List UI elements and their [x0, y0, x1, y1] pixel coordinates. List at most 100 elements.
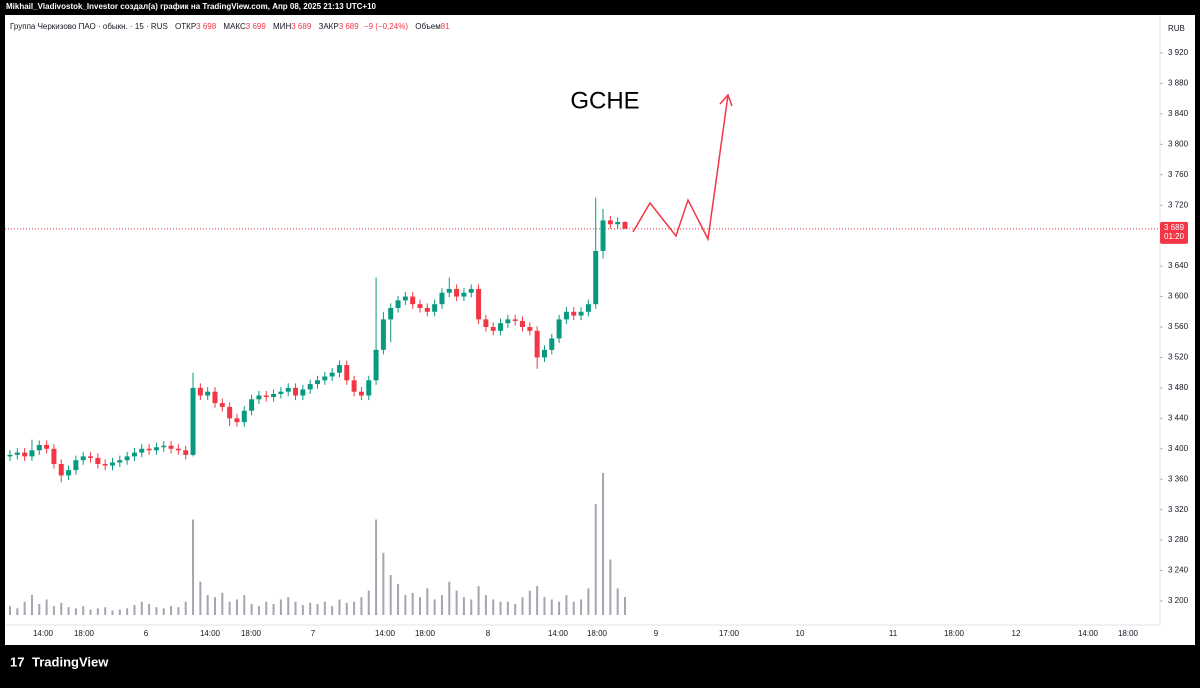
candle-body	[388, 307, 394, 320]
y-tick-label: 3 800	[1168, 139, 1189, 148]
tv-logo: 17 TradingView	[10, 654, 109, 669]
volume-bar	[536, 586, 539, 615]
y-tick-label: 3 440	[1168, 413, 1189, 422]
x-tick-label: 11	[889, 629, 898, 638]
volume-bar	[382, 552, 385, 615]
volume-bar	[397, 583, 400, 615]
volume-bar	[38, 603, 41, 615]
legend-change: −9 (−0,24%)	[364, 22, 408, 31]
volume-bar	[360, 597, 363, 615]
candle-body	[307, 384, 313, 390]
volume-bar	[214, 597, 216, 615]
y-tick-label: 3 760	[1168, 170, 1189, 179]
candle-body	[571, 311, 577, 316]
candle-body	[344, 365, 350, 381]
candle-body	[58, 464, 64, 476]
x-tick-label: 12	[1012, 629, 1021, 638]
drawing-arrow	[632, 93, 733, 242]
candle-body	[278, 391, 284, 394]
x-tick-label: 18:00	[241, 629, 262, 638]
legend-value: 81	[441, 22, 450, 31]
x-tick-label: 10	[796, 629, 805, 638]
volume-bar	[243, 595, 246, 615]
volume-bar	[470, 599, 473, 615]
volume-bar	[367, 590, 370, 615]
x-tick-label: 18:00	[415, 629, 436, 638]
volume-bar	[279, 599, 282, 615]
volume-bar	[550, 599, 553, 615]
volume-bar	[162, 608, 165, 615]
volume-bar	[104, 607, 107, 615]
candle-body	[256, 395, 262, 400]
volume-bar	[389, 575, 392, 615]
volume-bar	[177, 607, 180, 615]
volume-bar	[206, 595, 209, 615]
candle-body	[168, 445, 174, 449]
candle-body	[293, 387, 299, 396]
legend-label: Объем	[415, 22, 441, 31]
candle-body	[402, 296, 408, 301]
volume-bar	[514, 603, 517, 615]
volume-bar	[126, 608, 129, 615]
volume-bar	[572, 601, 575, 615]
candle-body	[80, 456, 86, 461]
volume-bar	[257, 606, 260, 615]
candle-body	[541, 349, 547, 358]
y-tick-label: 3 480	[1168, 383, 1189, 392]
candle-body	[131, 452, 137, 457]
currency: RUB	[1168, 24, 1185, 33]
volume-bar	[23, 601, 26, 615]
candle-body	[424, 307, 430, 312]
author-line: Mikhail_Vladivostok_Investor создал(а) г…	[6, 2, 377, 11]
candle-body	[322, 376, 328, 381]
candle-body	[600, 220, 606, 251]
volume-bar	[484, 595, 487, 615]
x-tick-label: 14:00	[33, 629, 54, 638]
volume-bar	[294, 601, 297, 615]
volume-bar	[594, 504, 597, 615]
y-tick-label: 3 520	[1168, 353, 1189, 362]
volume-bar	[235, 599, 238, 615]
candle-body	[607, 220, 613, 225]
candle-body	[512, 319, 518, 321]
candle-body	[241, 410, 247, 423]
volume-bar	[301, 605, 304, 615]
volume-bar	[30, 595, 33, 615]
candle-body	[95, 457, 101, 464]
candle-body	[468, 288, 474, 293]
volume-bar	[111, 610, 114, 615]
x-tick-label: 8	[486, 629, 491, 638]
legend-label: ЗАКР	[319, 22, 339, 31]
volume-bar	[118, 609, 121, 615]
volume-bar	[492, 599, 495, 615]
candle-body	[263, 395, 269, 398]
candle-body	[51, 448, 57, 464]
candle-body	[549, 338, 555, 350]
volume-bar	[323, 601, 326, 615]
candle-body	[190, 387, 196, 455]
y-tick-label: 3 920	[1168, 48, 1189, 57]
candle-body	[197, 387, 203, 396]
candle-body	[336, 365, 342, 373]
volume-bar	[316, 603, 319, 615]
x-tick-label: 14:00	[200, 629, 221, 638]
y-tick-label: 3 240	[1168, 566, 1189, 575]
candle-body	[446, 288, 452, 293]
volume-bar	[602, 472, 605, 615]
volume-bar	[528, 590, 531, 615]
candle-body	[395, 300, 401, 308]
y-tick-label: 3 320	[1168, 505, 1189, 514]
candle-body	[505, 319, 511, 324]
legend-value: 3 699	[246, 22, 267, 31]
logo-text: TradingView	[32, 654, 109, 669]
volume-bar	[462, 597, 465, 615]
volume-bar	[82, 606, 85, 615]
legend-label: ОТКР	[175, 22, 196, 31]
volume-bar	[404, 595, 407, 615]
candle-body	[300, 389, 306, 396]
legend-value: 3 698	[196, 22, 217, 31]
volume-bar	[89, 609, 92, 615]
x-tick-label: 14:00	[1078, 629, 1099, 638]
candle-body	[227, 406, 233, 419]
x-tick-label: 18:00	[944, 629, 965, 638]
